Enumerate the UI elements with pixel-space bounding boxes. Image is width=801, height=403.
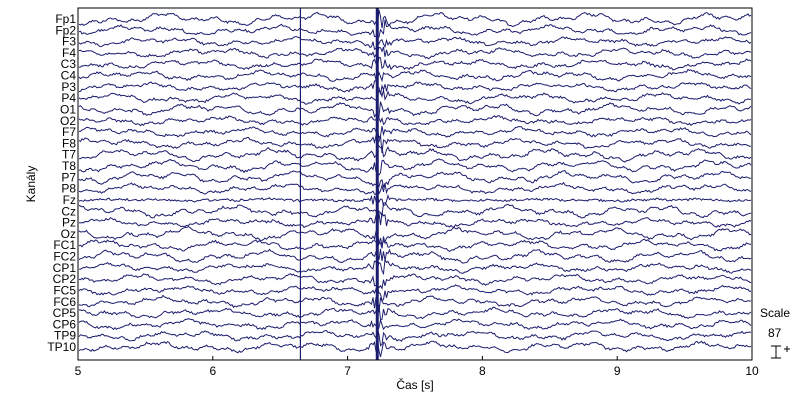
trace-fc6: [78, 294, 752, 313]
trace-p7: [78, 170, 752, 189]
trace-f8: [78, 133, 752, 154]
trace-fc2: [78, 248, 752, 264]
channel-labels: Fp1Fp2F3F4C3C4P3P4O1O2F7F8T7T8P7P8FzCzPz…: [47, 12, 76, 354]
plot-frame: [77, 7, 753, 361]
channel-label-cp1: CP1: [53, 261, 77, 275]
channel-label-fc1: FC1: [53, 238, 76, 252]
trace-fp1: [78, 9, 752, 29]
channel-label-o2: O2: [60, 114, 76, 128]
trace-tp9: [78, 328, 752, 347]
trace-c4: [78, 68, 752, 83]
trace-c3: [78, 56, 752, 71]
trace-tp10: [78, 340, 752, 358]
channel-label-c4: C4: [61, 69, 77, 83]
channel-label-f7: F7: [62, 125, 76, 139]
channel-label-f3: F3: [62, 35, 76, 49]
channel-label-fc5: FC5: [53, 283, 76, 297]
channel-label-p8: P8: [61, 182, 76, 196]
trace-cp5: [78, 304, 752, 321]
channel-label-oz: Oz: [61, 227, 76, 241]
trace-o2: [78, 112, 752, 127]
trace-p8: [78, 181, 752, 196]
channel-label-cp6: CP6: [53, 317, 77, 331]
channel-label-fz: Fz: [63, 193, 76, 207]
trace-fp2: [78, 19, 752, 38]
channel-label-fp2: Fp2: [55, 23, 76, 37]
x-tick-label: 9: [614, 364, 621, 378]
scale-indicator: Scale 87: [760, 306, 790, 359]
trace-fc5: [78, 284, 752, 302]
channel-label-t7: T7: [62, 148, 76, 162]
x-tick-label: 8: [479, 364, 486, 378]
x-axis-ticks: 5 6 7 8 9 10: [75, 356, 759, 378]
scale-bar-icon: [771, 345, 790, 359]
x-tick-label: 6: [209, 364, 216, 378]
channel-label-cp2: CP2: [53, 272, 77, 286]
x-tick-label: 7: [344, 364, 351, 378]
channel-label-p3: P3: [61, 80, 76, 94]
trace-t8: [78, 158, 752, 176]
channel-label-fc6: FC6: [53, 295, 76, 309]
channel-label-p7: P7: [61, 170, 76, 184]
trace-p3: [78, 80, 752, 95]
scale-label: Scale: [760, 306, 790, 320]
channel-label-tp9: TP9: [54, 329, 76, 343]
channel-label-f4: F4: [62, 46, 76, 60]
trace-f7: [79, 125, 752, 139]
eeg-traces: [78, 9, 752, 358]
trace-f3: [78, 36, 752, 51]
channel-label-o1: O1: [60, 102, 76, 116]
channel-label-fp1: Fp1: [55, 12, 76, 26]
channel-label-tp10: TP10: [47, 340, 76, 354]
trace-cp1: [78, 258, 752, 276]
trace-t7: [78, 143, 752, 163]
trace-p4: [78, 90, 752, 105]
x-tick-label: 5: [75, 364, 82, 378]
channel-label-fc2: FC2: [53, 250, 76, 264]
channel-label-cp5: CP5: [53, 306, 77, 320]
event-markers: [299, 8, 379, 360]
channel-label-p4: P4: [61, 91, 76, 105]
trace-cz: [78, 202, 752, 219]
x-tick-label: 10: [745, 364, 759, 378]
channel-label-c3: C3: [61, 57, 77, 71]
trace-fc1: [78, 236, 752, 252]
channel-label-cz: Cz: [61, 204, 76, 218]
trace-cp6: [78, 318, 752, 332]
trace-oz: [78, 226, 752, 247]
y-axis-title: Kanály: [24, 166, 38, 203]
scale-value: 87: [768, 326, 782, 340]
trace-fz: [78, 193, 752, 207]
plot-background: [78, 8, 752, 360]
channel-label-t8: T8: [62, 159, 76, 173]
x-axis-title: Čas [s]: [396, 377, 433, 392]
trace-cp2: [78, 273, 752, 290]
channel-label-pz: Pz: [62, 216, 76, 230]
trace-o1: [78, 101, 752, 118]
trace-f4: [78, 46, 752, 60]
trace-pz: [78, 211, 752, 229]
channel-label-f8: F8: [62, 136, 76, 150]
